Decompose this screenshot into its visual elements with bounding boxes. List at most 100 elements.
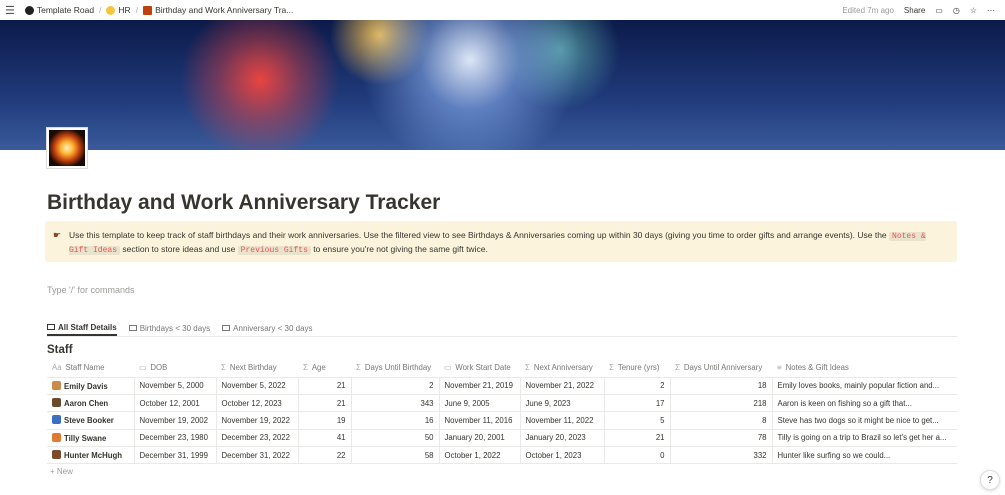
column-header[interactable]: Σ Days Until Birthday: [351, 359, 439, 377]
table-cell[interactable]: June 9, 2005: [438, 393, 521, 413]
table-cell[interactable]: 21: [297, 376, 352, 395]
menu-icon[interactable]: ☰: [5, 4, 15, 17]
table-cell[interactable]: November 19, 2022: [215, 411, 299, 430]
callout: ☛ Use this template to keep track of sta…: [45, 221, 957, 262]
more-icon[interactable]: ···: [987, 5, 995, 15]
property-type-icon: ≡: [777, 363, 782, 373]
table-cell[interactable]: 21: [603, 428, 671, 448]
table-cell[interactable]: November 11, 2016: [438, 411, 521, 430]
table-row[interactable]: Emily Davis November 5, 2000 November 5, 2…: [47, 376, 957, 395]
table-cell[interactable]: 332: [669, 446, 773, 465]
column-header[interactable]: ▭ DOB: [134, 359, 216, 377]
table-cell[interactable]: November 19, 2002: [133, 411, 217, 430]
table-cell[interactable]: Aaron Chen: [47, 393, 135, 413]
table-cell[interactable]: December 31, 1999: [133, 446, 217, 465]
table-row[interactable]: Hunter McHugh December 31, 1999 December 3…: [47, 446, 957, 465]
column-header[interactable]: Σ Days Until Anniversary: [670, 359, 772, 377]
table-cell[interactable]: Hunter like surfing so we could...: [771, 446, 957, 465]
comment-icon[interactable]: ▭: [935, 5, 943, 15]
table-cell[interactable]: 21: [297, 393, 352, 413]
property-type-icon: Aa: [52, 363, 62, 373]
table-cell[interactable]: October 12, 2001: [133, 393, 217, 413]
table-cell[interactable]: January 20, 2023: [519, 428, 605, 448]
staff-name: Hunter McHugh: [64, 451, 123, 461]
column-label: Tenure (yrs): [617, 363, 660, 373]
table-cell[interactable]: 17: [603, 393, 671, 413]
breadcrumb-workspace[interactable]: Template Road: [24, 5, 95, 15]
column-label: Next Anniversary: [533, 363, 593, 373]
table-cell[interactable]: June 9, 2023: [519, 393, 605, 413]
table-cell[interactable]: Hunter McHugh: [47, 446, 135, 465]
table-cell[interactable]: 0: [603, 446, 671, 465]
column-header[interactable]: Σ Next Anniversary: [520, 359, 604, 377]
table-cell[interactable]: 2: [603, 376, 671, 395]
table-row[interactable]: Aaron Chen October 12, 2001 October 12, 20…: [47, 393, 957, 413]
breadcrumb-label: HR: [118, 5, 131, 15]
column-header[interactable]: Σ Next Birthday: [216, 359, 298, 377]
table-cell[interactable]: November 21, 2022: [519, 376, 605, 395]
tab-anniversary[interactable]: Anniversary < 30 days: [222, 320, 313, 336]
table-cell[interactable]: 50: [350, 428, 440, 448]
table-row[interactable]: Steve Booker November 19, 2002 November 19…: [47, 411, 957, 430]
table-cell[interactable]: Emily Davis: [47, 376, 135, 395]
table-cell[interactable]: November 5, 2000: [133, 376, 217, 395]
staff-name: Aaron Chen: [64, 399, 109, 409]
table-cell[interactable]: December 31, 2022: [215, 446, 299, 465]
table-cell[interactable]: December 23, 1980: [133, 428, 217, 448]
person-emoji-icon: [52, 432, 61, 442]
table-cell[interactable]: 218: [669, 393, 773, 413]
table-cell[interactable]: 18: [669, 376, 773, 395]
table-cell[interactable]: 5: [603, 411, 671, 430]
star-icon[interactable]: ☆: [969, 5, 977, 15]
table-cell[interactable]: November 5, 2022: [215, 376, 299, 395]
table-cell[interactable]: Tilly is going on a trip to Brazil so le…: [771, 428, 957, 448]
table-cell[interactable]: 22: [297, 446, 352, 465]
table-cell[interactable]: 8: [669, 411, 773, 430]
staff-name: Tilly Swane: [64, 433, 107, 443]
history-icon[interactable]: ◷: [952, 5, 960, 15]
column-header[interactable]: Σ Tenure (yrs): [604, 359, 670, 377]
table-cell[interactable]: Emily loves books, mainly popular fictio…: [771, 376, 957, 395]
table-cell[interactable]: 16: [350, 411, 440, 430]
tab-birthdays[interactable]: Birthdays < 30 days: [128, 320, 210, 336]
tab-label: Anniversary < 30 days: [233, 323, 313, 333]
table-cell[interactable]: Aaron is keen on fishing so a gift that.…: [771, 393, 957, 413]
breadcrumb-page[interactable]: Birthday and Work Anniversary Tra...: [143, 5, 293, 15]
table-cell[interactable]: November 21, 2019: [438, 376, 521, 395]
table-icon: [222, 325, 231, 331]
table-row[interactable]: Tilly Swane December 23, 1980 December 23,…: [47, 428, 957, 448]
table-cell[interactable]: October 1, 2022: [438, 446, 521, 465]
column-header[interactable]: Σ Age: [298, 359, 351, 377]
table-cell[interactable]: December 23, 2022: [215, 428, 299, 448]
breadcrumb-label: Template Road: [36, 5, 95, 15]
breadcrumb-hr[interactable]: HR: [106, 5, 131, 15]
table-cell[interactable]: Steve Booker: [47, 411, 135, 430]
property-type-icon: Σ: [221, 363, 226, 373]
table-cell[interactable]: October 1, 2023: [519, 446, 605, 465]
table-cell[interactable]: 58: [350, 446, 440, 465]
share-button[interactable]: Share: [903, 5, 926, 15]
database-title: Staff: [47, 344, 73, 356]
table-cell[interactable]: 78: [669, 428, 773, 448]
new-row-button[interactable]: + New: [50, 467, 73, 476]
command-placeholder[interactable]: Type '/' for commands: [47, 285, 135, 295]
column-header[interactable]: ≡ Notes & Gift Ideas: [772, 359, 957, 377]
table-cell[interactable]: Steve has two dogs so it might be nice t…: [771, 411, 957, 430]
help-button[interactable]: ?: [980, 470, 1000, 490]
callout-text: Use this template to keep track of staff…: [69, 230, 890, 240]
breadcrumb-label: Birthday and Work Anniversary Tra...: [155, 5, 294, 15]
column-label: Staff Name: [65, 363, 105, 373]
table-icon: [128, 325, 137, 331]
table-cell[interactable]: October 12, 2023: [215, 393, 299, 413]
table-cell[interactable]: 343: [350, 393, 440, 413]
table-cell[interactable]: January 20, 2001: [438, 428, 521, 448]
page-icon-fireworks[interactable]: [47, 128, 87, 168]
table-cell[interactable]: Tilly Swane: [47, 428, 135, 448]
tab-all-staff[interactable]: All Staff Details: [47, 320, 117, 336]
column-header[interactable]: Aa Staff Name: [47, 359, 134, 377]
table-cell[interactable]: 19: [297, 411, 352, 430]
column-header[interactable]: ▭ Work Start Date: [439, 359, 520, 377]
table-cell[interactable]: November 11, 2022: [519, 411, 605, 430]
table-cell[interactable]: 2: [350, 376, 440, 395]
table-cell[interactable]: 41: [297, 428, 352, 448]
